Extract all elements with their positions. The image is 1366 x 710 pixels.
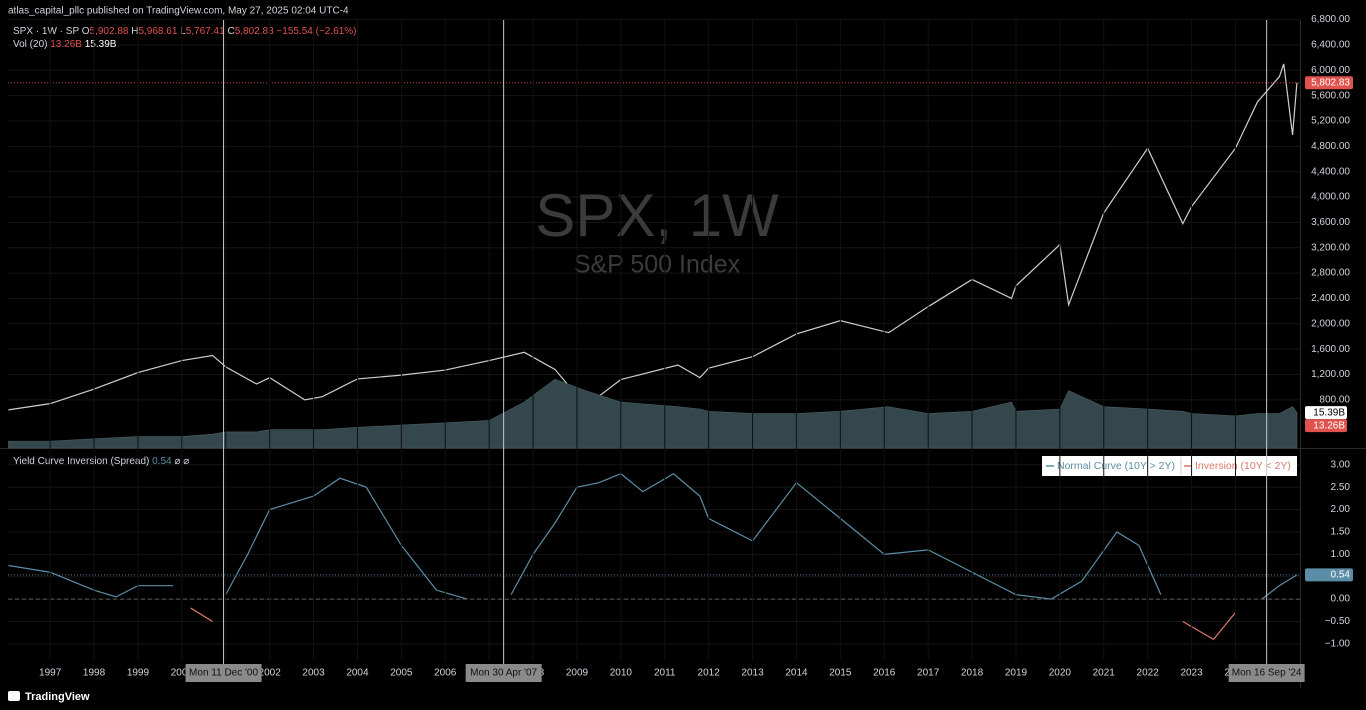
y-tick-label: −0.50 <box>1325 616 1351 627</box>
last-value-box <box>1305 568 1353 582</box>
ohlc-key: L <box>180 26 186 37</box>
volume-label-box <box>1305 406 1347 420</box>
y-tick-label: 2,000.00 <box>1311 318 1350 329</box>
last-value-label: 5,802.83 <box>1311 77 1350 88</box>
x-tick-label: 2014 <box>785 668 808 679</box>
ohlc-key: O <box>82 26 90 37</box>
y-tick-label: 2.00 <box>1331 504 1351 515</box>
symbol-legend: SPX · 1W · SP O5,902.88 H5,968.61 L5,767… <box>13 26 356 37</box>
series-line <box>8 63 1298 411</box>
x-tick-label: 2015 <box>829 668 852 679</box>
x-tick-label: 2023 <box>1180 668 1203 679</box>
x-tick-label: 2006 <box>434 668 457 679</box>
series-line <box>190 607 1236 641</box>
legend-entry: Normal Curve (10Y > 2Y) <box>1057 460 1175 472</box>
last-value-box <box>1305 76 1353 90</box>
y-tick-label: −1.00 <box>1325 639 1351 650</box>
volume-label-box <box>1305 419 1347 433</box>
x-tick-label: 2021 <box>1093 668 1116 679</box>
y-tick-label: 2,400.00 <box>1311 293 1350 304</box>
ohlc-value: 5,767.41 <box>186 26 225 37</box>
watermark-title: SPX, 1W <box>535 182 779 249</box>
ohlc-value: 5,968.61 <box>138 26 177 37</box>
volume-text: 13.26B <box>50 39 82 50</box>
x-tick-label: 2003 <box>302 668 325 679</box>
y-tick-label: 3,600.00 <box>1311 217 1350 228</box>
x-tick-label: 1999 <box>127 668 150 679</box>
logo <box>8 691 20 701</box>
y-tick-label: 2,800.00 <box>1311 268 1350 279</box>
x-tick-label: 2009 <box>566 668 589 679</box>
x-tick-label: 2004 <box>346 668 369 679</box>
y-tick-label: 4,000.00 <box>1311 192 1350 203</box>
ohlc-key: C <box>227 26 234 37</box>
y-tick-label: 800.00 <box>1319 394 1350 405</box>
x-tick-label: 2017 <box>917 668 940 679</box>
footer-brand: TradingView <box>25 691 90 703</box>
volume-label: 15.39B <box>1313 407 1345 418</box>
indicator-title: Yield Curve Inversion (Spread) <box>13 456 149 467</box>
y-tick-label: 5,200.00 <box>1311 116 1350 127</box>
ohlc-key: H <box>131 26 138 37</box>
x-tick-label: 2020 <box>1049 668 1072 679</box>
x-tick-label: 2016 <box>873 668 896 679</box>
y-tick-label: 4,800.00 <box>1311 141 1350 152</box>
x-tick-label: 2002 <box>259 668 282 679</box>
crosshair-label: Mon 30 Apr '07 <box>470 668 537 679</box>
indicator-legend: Yield Curve Inversion (Spread) 0.54 ⌀ ⌀ <box>13 456 189 467</box>
x-tick-label: 2022 <box>1137 668 1160 679</box>
crosshair-box <box>185 664 262 682</box>
y-tick-label: 1,200.00 <box>1311 369 1350 380</box>
y-tick-label: 6,400.00 <box>1311 40 1350 51</box>
y-tick-label: 3.00 <box>1331 459 1351 470</box>
indicator-value: 0.54 <box>152 456 172 467</box>
volume-text: 15.39B <box>85 39 117 50</box>
crosshair-label: Mon 16 Sep '24 <box>1232 668 1302 679</box>
ohlc-value: 5,802.83 <box>235 26 274 37</box>
ohlc-value: 5,902.88 <box>90 26 129 37</box>
y-tick-label: 1,600.00 <box>1311 344 1350 355</box>
x-tick-label: 2018 <box>961 668 984 679</box>
x-tick-label: 2012 <box>698 668 721 679</box>
volume-legend: Vol (20) 13.26B 15.39B <box>13 39 117 50</box>
publisher: atlas_capital_pllc published on TradingV… <box>8 6 349 17</box>
y-tick-label: 0.00 <box>1331 594 1351 605</box>
x-tick-label: 2005 <box>390 668 413 679</box>
x-tick-label: 2010 <box>610 668 633 679</box>
crosshair-box <box>1228 664 1305 682</box>
x-tick-label: 2011 <box>654 668 676 679</box>
legend-entry: Inversion (10Y < 2Y) <box>1195 460 1291 472</box>
y-tick-label: 2.50 <box>1331 482 1351 493</box>
y-tick-label: 6,800.00 <box>1311 14 1350 25</box>
y-tick-label: 4,400.00 <box>1311 166 1350 177</box>
volume-label: 13.26B <box>1313 420 1345 431</box>
x-tick-label: 2000 <box>171 668 194 679</box>
change: −155.54 (−2.61%) <box>276 26 356 37</box>
y-tick-label: 1.00 <box>1331 549 1351 560</box>
watermark-subtitle: S&P 500 Index <box>574 251 741 279</box>
crosshair-label: Mon 11 Dec '00 <box>189 668 258 679</box>
legend-box <box>1042 456 1297 476</box>
crosshair-box <box>465 664 542 682</box>
last-value-label: 0.54 <box>1331 570 1351 581</box>
x-tick-label: 2013 <box>741 668 764 679</box>
series-line <box>8 472 1298 600</box>
symbol: SPX · 1W · SP <box>13 26 79 37</box>
volume-name: Vol (20) <box>13 39 47 50</box>
y-tick-label: 3,200.00 <box>1311 242 1350 253</box>
x-tick-label: 1997 <box>39 668 62 679</box>
y-tick-label: 5,600.00 <box>1311 90 1350 101</box>
x-tick-label: 1998 <box>83 668 106 679</box>
y-tick-label: 1.50 <box>1331 527 1351 538</box>
x-tick-label: 2019 <box>1005 668 1028 679</box>
y-tick-label: 6,000.00 <box>1311 65 1350 76</box>
